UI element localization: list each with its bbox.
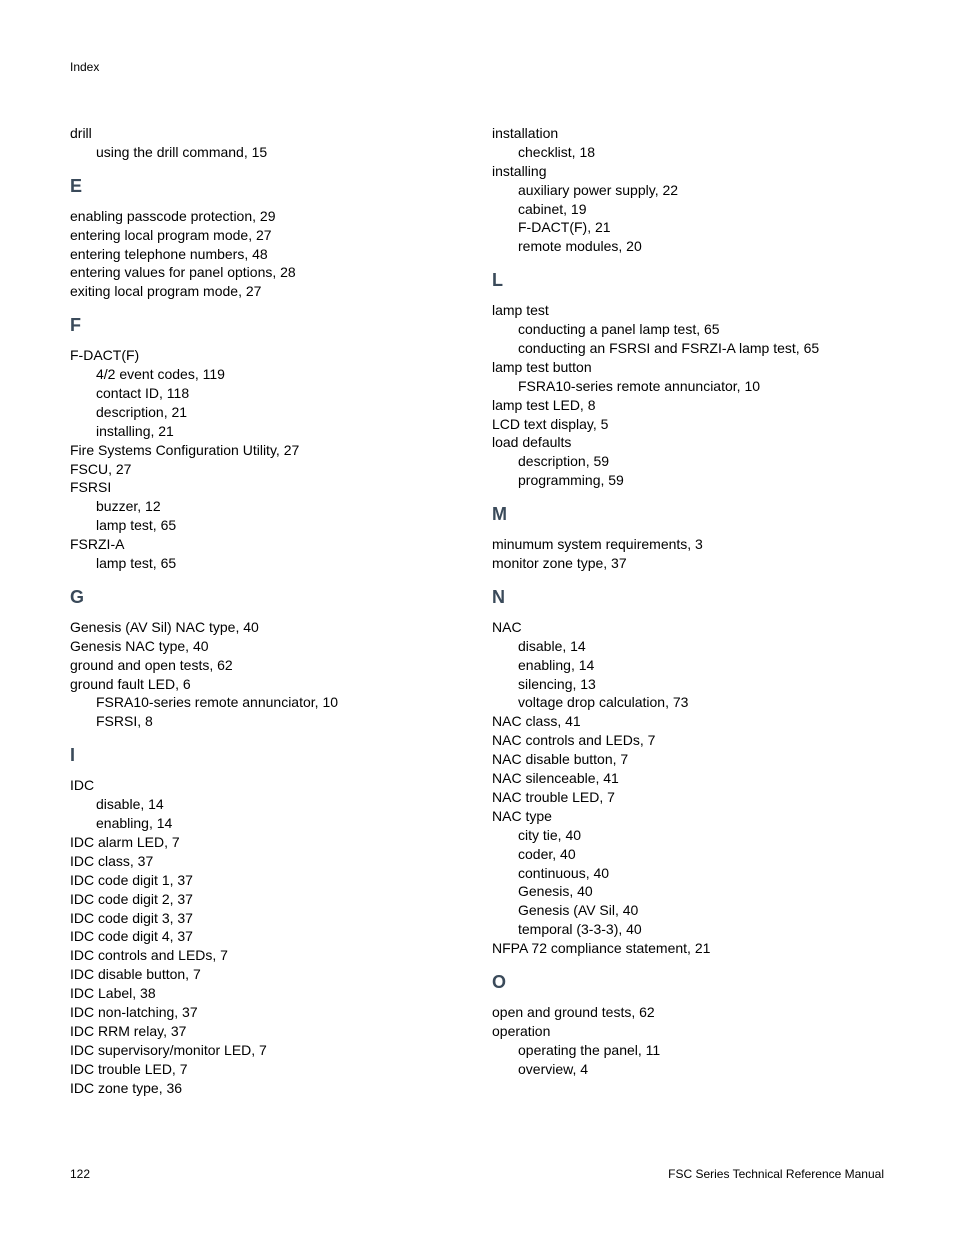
index-entry: IDC code digit 2, 37	[70, 890, 462, 909]
page-header: Index	[70, 60, 884, 74]
index-entry: IDC Label, 38	[70, 984, 462, 1003]
index-subentry: Genesis, 40	[492, 882, 884, 901]
index-subentry: coder, 40	[492, 845, 884, 864]
index-entry: drill	[70, 124, 462, 143]
page-container: Index drillusing the drill command, 15 Ee…	[0, 0, 954, 1221]
index-subentry: enabling, 14	[70, 814, 462, 833]
index-subentry: programming, 59	[492, 471, 884, 490]
index-subentry: city tie, 40	[492, 826, 884, 845]
index-entry: minumum system requirements, 3	[492, 535, 884, 554]
index-subentry: overview, 4	[492, 1060, 884, 1079]
index-subentry: FSRA10-series remote annunciator, 10	[70, 693, 462, 712]
index-subentry: cabinet, 19	[492, 200, 884, 219]
index-entry: NFPA 72 compliance statement, 21	[492, 939, 884, 958]
index-subentry: contact ID, 118	[70, 384, 462, 403]
index-subentry: disable, 14	[492, 637, 884, 656]
index-entry: NAC	[492, 618, 884, 637]
index-column-right: installationchecklist, 18installingauxil…	[492, 124, 884, 1097]
index-entry: NAC silenceable, 41	[492, 769, 884, 788]
index-entry: ground fault LED, 6	[70, 675, 462, 694]
index-entry: FSRZI-A	[70, 535, 462, 554]
index-entry: IDC	[70, 776, 462, 795]
index-entry: lamp test button	[492, 358, 884, 377]
index-entry: IDC controls and LEDs, 7	[70, 946, 462, 965]
index-entry: IDC RRM relay, 37	[70, 1022, 462, 1041]
index-subentry: operating the panel, 11	[492, 1041, 884, 1060]
index-subentry: disable, 14	[70, 795, 462, 814]
index-entry: FSRSI	[70, 478, 462, 497]
index-section-letter: N	[492, 587, 884, 608]
index-entry: entering local program mode, 27	[70, 226, 462, 245]
index-entry: monitor zone type, 37	[492, 554, 884, 573]
index-subentry: using the drill command, 15	[70, 143, 462, 162]
index-entry: IDC zone type, 36	[70, 1079, 462, 1098]
index-entry: NAC controls and LEDs, 7	[492, 731, 884, 750]
index-subentry: lamp test, 65	[70, 554, 462, 573]
index-subentry: Genesis (AV Sil, 40	[492, 901, 884, 920]
index-subentry: checklist, 18	[492, 143, 884, 162]
index-columns: drillusing the drill command, 15 Eenablin…	[70, 124, 884, 1097]
index-entry: NAC class, 41	[492, 712, 884, 731]
index-entry: operation	[492, 1022, 884, 1041]
index-subentry: FSRSI, 8	[70, 712, 462, 731]
index-entry: Genesis NAC type, 40	[70, 637, 462, 656]
index-entry: FSCU, 27	[70, 460, 462, 479]
index-subentry: F-DACT(F), 21	[492, 218, 884, 237]
index-subentry: temporal (3-3-3), 40	[492, 920, 884, 939]
index-entry: IDC code digit 3, 37	[70, 909, 462, 928]
index-entry: NAC trouble LED, 7	[492, 788, 884, 807]
index-entry: IDC trouble LED, 7	[70, 1060, 462, 1079]
index-subentry: installing, 21	[70, 422, 462, 441]
index-subentry: continuous, 40	[492, 864, 884, 883]
index-subentry: conducting an FSRSI and FSRZI-A lamp tes…	[492, 339, 884, 358]
index-entry: Fire Systems Configuration Utility, 27	[70, 441, 462, 460]
index-entry: IDC non-latching, 37	[70, 1003, 462, 1022]
index-entry: IDC code digit 4, 37	[70, 927, 462, 946]
index-entry: enabling passcode protection, 29	[70, 207, 462, 226]
index-entry: Genesis (AV Sil) NAC type, 40	[70, 618, 462, 637]
index-entry: IDC disable button, 7	[70, 965, 462, 984]
index-subentry: enabling, 14	[492, 656, 884, 675]
index-subentry: 4/2 event codes, 119	[70, 365, 462, 384]
index-subentry: remote modules, 20	[492, 237, 884, 256]
index-subentry: conducting a panel lamp test, 65	[492, 320, 884, 339]
index-entry: entering telephone numbers, 48	[70, 245, 462, 264]
index-entry: installation	[492, 124, 884, 143]
index-subentry: lamp test, 65	[70, 516, 462, 535]
index-entry: load defaults	[492, 433, 884, 452]
page-number: 122	[70, 1167, 90, 1181]
index-section-letter: E	[70, 176, 462, 197]
index-entry: IDC class, 37	[70, 852, 462, 871]
index-section-letter: M	[492, 504, 884, 525]
index-subentry: voltage drop calculation, 73	[492, 693, 884, 712]
index-section-letter: I	[70, 745, 462, 766]
index-section-letter: L	[492, 270, 884, 291]
index-section-letter: G	[70, 587, 462, 608]
index-entry: exiting local program mode, 27	[70, 282, 462, 301]
index-entry: entering values for panel options, 28	[70, 263, 462, 282]
page-footer: 122 FSC Series Technical Reference Manua…	[70, 1167, 884, 1181]
index-subentry: FSRA10-series remote annunciator, 10	[492, 377, 884, 396]
index-entry: IDC code digit 1, 37	[70, 871, 462, 890]
index-entry: lamp test LED, 8	[492, 396, 884, 415]
index-entry: NAC type	[492, 807, 884, 826]
doc-title: FSC Series Technical Reference Manual	[668, 1167, 884, 1181]
index-entry: lamp test	[492, 301, 884, 320]
index-section-letter: F	[70, 315, 462, 336]
index-entry: F-DACT(F)	[70, 346, 462, 365]
index-subentry: silencing, 13	[492, 675, 884, 694]
index-entry: IDC supervisory/monitor LED, 7	[70, 1041, 462, 1060]
index-entry: LCD text display, 5	[492, 415, 884, 434]
index-subentry: auxiliary power supply, 22	[492, 181, 884, 200]
index-entry: IDC alarm LED, 7	[70, 833, 462, 852]
index-entry: ground and open tests, 62	[70, 656, 462, 675]
index-entry: open and ground tests, 62	[492, 1003, 884, 1022]
index-subentry: description, 59	[492, 452, 884, 471]
index-section-letter: O	[492, 972, 884, 993]
index-column-left: drillusing the drill command, 15 Eenablin…	[70, 124, 462, 1097]
index-subentry: buzzer, 12	[70, 497, 462, 516]
index-entry: installing	[492, 162, 884, 181]
index-subentry: description, 21	[70, 403, 462, 422]
index-entry: NAC disable button, 7	[492, 750, 884, 769]
